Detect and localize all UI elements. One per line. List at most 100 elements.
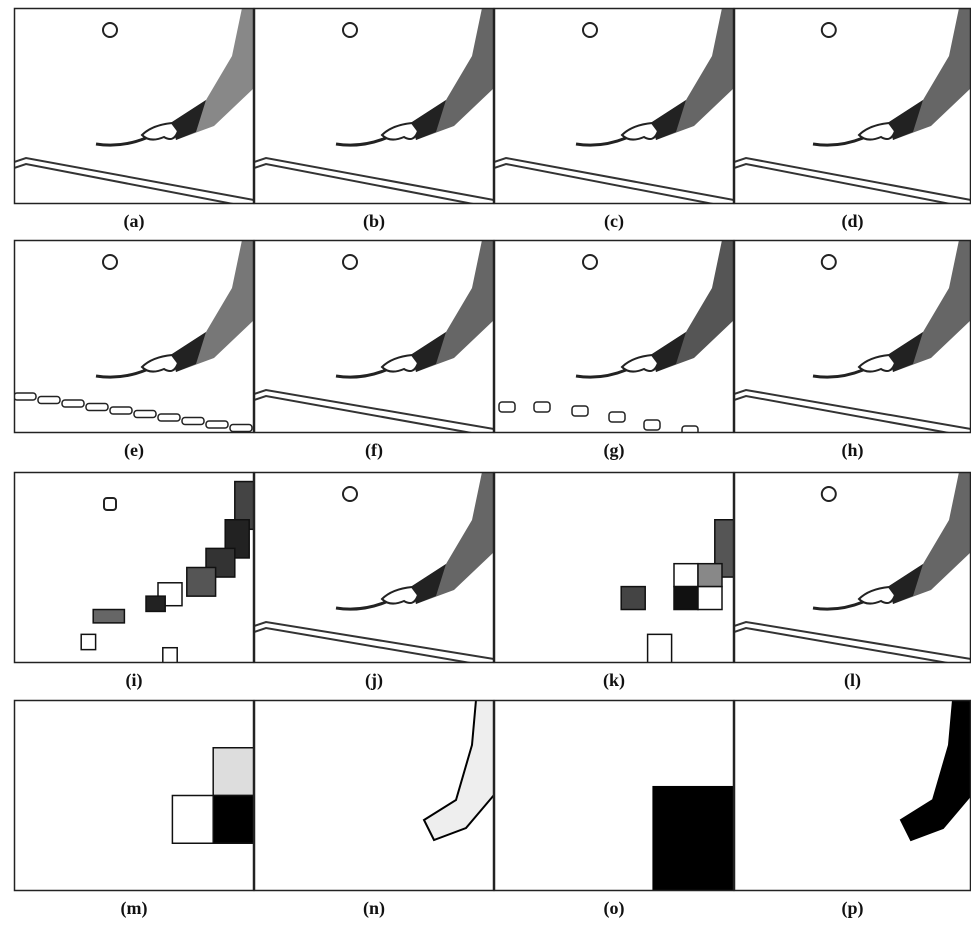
panel-border — [13, 7, 255, 205]
rail — [254, 626, 477, 663]
block — [697, 562, 723, 588]
panel-border — [13, 239, 255, 434]
panel-content — [254, 472, 494, 663]
hand — [380, 121, 420, 141]
arm — [889, 472, 971, 604]
panel-border — [253, 239, 495, 434]
panel — [253, 699, 495, 892]
arm — [172, 240, 254, 372]
rail-block — [229, 423, 253, 433]
marker — [103, 497, 117, 511]
hand — [380, 353, 420, 373]
rail — [254, 388, 494, 430]
sleeve — [412, 332, 446, 372]
panel-content — [14, 240, 254, 433]
panel — [253, 239, 495, 434]
block — [620, 585, 646, 611]
panel-label: (g) — [604, 440, 625, 461]
rail — [254, 620, 494, 660]
arm — [412, 8, 494, 140]
hand — [620, 353, 660, 373]
panel-bg — [734, 700, 971, 891]
rail — [734, 162, 956, 204]
panel-content — [620, 519, 734, 663]
block — [714, 519, 734, 578]
panel — [253, 471, 495, 664]
panel-content — [734, 240, 971, 433]
panel — [13, 239, 255, 434]
panel-border — [13, 471, 255, 664]
sleeve — [412, 564, 446, 604]
panel-label: (a) — [124, 211, 145, 232]
rail-block — [157, 413, 181, 422]
block — [186, 566, 217, 597]
panel-border — [253, 699, 495, 892]
panel-content — [734, 472, 971, 663]
pointer — [335, 600, 387, 611]
panel-label: (l) — [844, 670, 861, 691]
block — [646, 633, 673, 663]
sleeve — [172, 332, 206, 372]
block — [673, 585, 699, 611]
pointer — [812, 136, 864, 147]
panel — [493, 239, 735, 434]
block — [697, 585, 723, 611]
block — [673, 562, 699, 588]
hand — [140, 353, 180, 373]
rail-block — [109, 406, 133, 415]
sleeve — [412, 100, 446, 140]
marker-circle — [342, 486, 358, 502]
panel-label: (n) — [363, 898, 385, 919]
panel-border — [493, 239, 735, 434]
panel — [253, 7, 495, 205]
arm-segment — [899, 700, 971, 842]
arm — [889, 8, 971, 140]
rail-block — [85, 402, 109, 412]
rail-block — [61, 399, 85, 408]
panel — [733, 7, 971, 205]
marker-circle — [342, 22, 358, 38]
panel-label: (h) — [842, 440, 864, 461]
panel-label: (f) — [365, 440, 383, 461]
panel-content — [80, 480, 254, 663]
panel-label: (i) — [126, 670, 143, 691]
pointer — [95, 368, 147, 379]
panel-label: (k) — [603, 670, 625, 691]
sleeve — [889, 564, 923, 604]
rail-block — [643, 419, 661, 431]
block — [92, 608, 126, 624]
hand — [857, 585, 897, 605]
pointer — [812, 368, 864, 379]
rail-block — [181, 416, 205, 426]
rail — [14, 162, 239, 204]
panel-content — [171, 747, 254, 844]
panel — [493, 7, 735, 205]
panel-label: (b) — [363, 211, 385, 232]
hand — [140, 121, 180, 141]
arm — [652, 240, 734, 372]
panel — [733, 239, 971, 434]
panel — [13, 471, 255, 664]
pointer — [95, 136, 147, 147]
rail-block — [37, 395, 61, 405]
panel — [13, 7, 255, 205]
block — [171, 794, 214, 844]
block — [145, 595, 166, 613]
rail — [734, 626, 954, 663]
panel-bg — [254, 700, 494, 891]
rail-block — [133, 409, 157, 419]
panel-label: (m) — [121, 898, 148, 919]
arm — [889, 240, 971, 372]
rail — [14, 156, 254, 201]
rail-block — [498, 401, 516, 413]
hand — [857, 121, 897, 141]
arm — [652, 8, 734, 140]
panel-border — [493, 699, 735, 892]
hand — [857, 353, 897, 373]
pointer — [575, 136, 627, 147]
panel-label: (e) — [124, 440, 144, 461]
rail — [734, 156, 971, 201]
marker-circle — [102, 254, 118, 270]
panel-border — [493, 7, 735, 205]
